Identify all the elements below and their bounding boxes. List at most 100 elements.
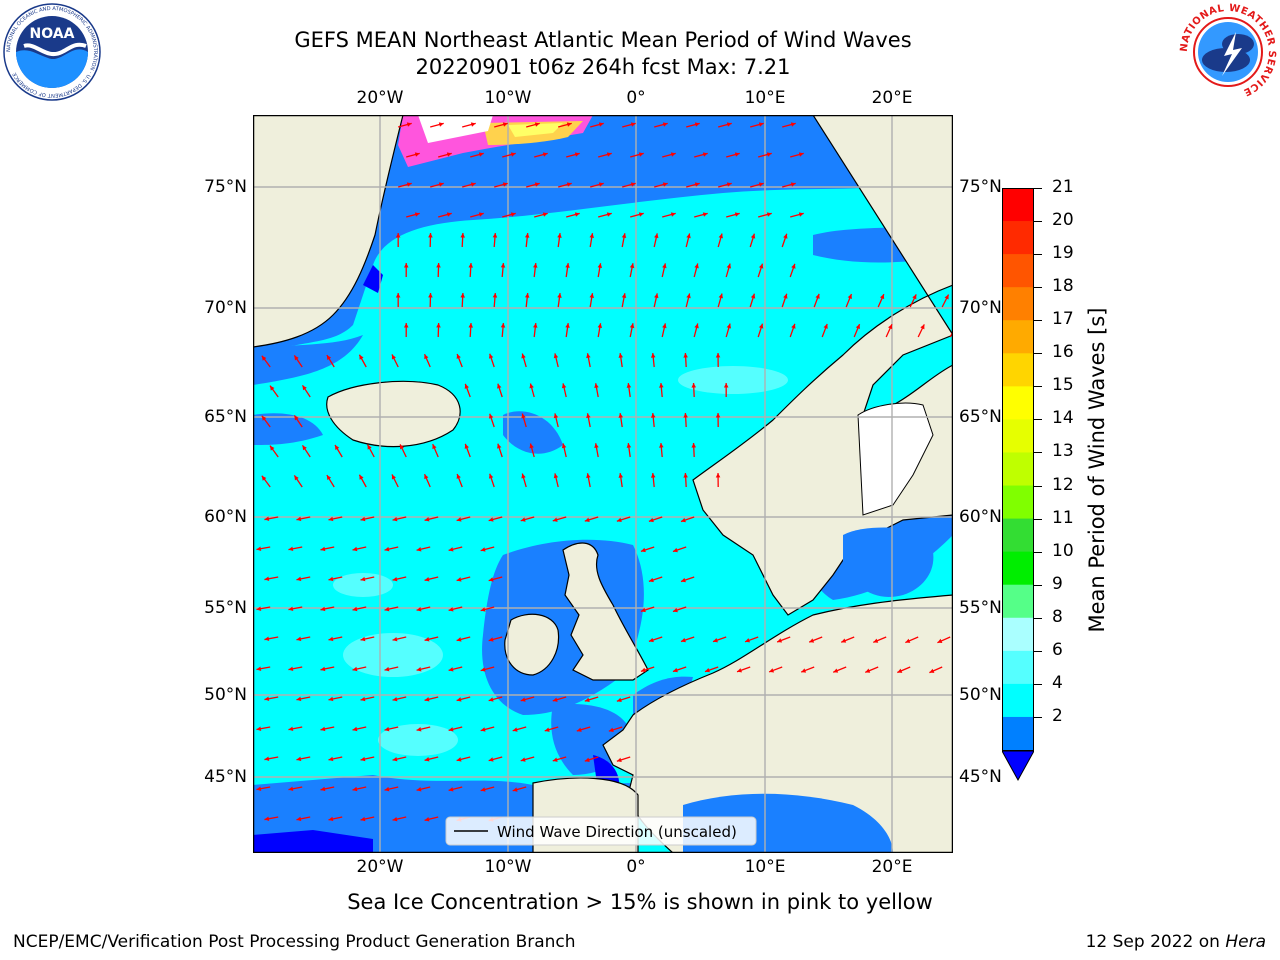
wave-direction-arrowhead [488, 637, 494, 642]
wave-direction-arrowhead [424, 757, 430, 762]
wave-direction-arrowhead [470, 182, 476, 187]
wave-direction-arrowhead [264, 576, 270, 581]
lat-tick-right: 55°N [959, 598, 1002, 618]
wave-direction-arrowhead [406, 182, 412, 187]
colorbar-tick-mark [1034, 386, 1042, 388]
wave-direction-arrowhead [680, 517, 686, 523]
wave-direction-arrowhead [521, 413, 526, 419]
baltic-sea [843, 527, 934, 597]
wave-direction-arrowhead [691, 443, 697, 448]
wave-direction-arrowhead [662, 182, 668, 187]
wave-direction-arrowhead [584, 757, 590, 762]
wave-direction-arrowhead [446, 212, 452, 217]
wave-direction-arrowhead [533, 323, 538, 328]
wave-direction-arrowhead [552, 697, 558, 702]
wave-direction-arrowhead [865, 668, 871, 673]
wave-direction-arrowhead [809, 638, 815, 643]
wave-direction-arrowhead [392, 696, 398, 702]
wave-direction-arrowhead [269, 385, 275, 391]
wave-direction-arrowhead [640, 607, 646, 613]
wave-direction-arrowhead [520, 517, 526, 522]
wave-direction-arrowhead [328, 756, 334, 762]
wave-direction-arrowhead [436, 263, 441, 268]
wave-direction-arrowhead [905, 638, 911, 643]
colorbar-cell [1002, 683, 1034, 718]
wave-direction-arrowhead [416, 667, 422, 672]
wave-direction-arrowhead [734, 212, 740, 217]
colorbar-cell [1002, 617, 1034, 652]
medium-period-zones [333, 366, 788, 756]
wave-direction-arrowhead [264, 756, 270, 761]
wave-direction-arrowhead [326, 355, 332, 361]
wave-direction-arrowhead [512, 727, 518, 732]
wave-direction-arrowhead [718, 293, 723, 299]
colorbar-tick-mark [1034, 287, 1042, 289]
colorbar-tick-mark [1034, 551, 1042, 553]
wave-direction-arrowhead [783, 293, 788, 299]
wave-direction-arrowhead [630, 182, 636, 187]
wave-direction-arrowhead [480, 667, 486, 672]
wave-direction-arrowhead [715, 473, 721, 478]
wave-direction-arrowhead [557, 233, 562, 238]
wave-direction-arrowhead [734, 152, 740, 157]
chart-title-line1: GEFS MEAN Northeast Atlantic Mean Period… [294, 28, 912, 52]
wave-direction-arrowhead [492, 293, 498, 298]
wave-direction-arrowhead [650, 353, 656, 358]
wave-direction-arrowhead [395, 293, 401, 298]
wave-direction-arrowhead [758, 182, 764, 187]
wind-wave-direction-arrows [256, 122, 953, 822]
colorbar-tick-label: 20 [1052, 210, 1074, 231]
wave-direction-arrowhead [392, 576, 398, 582]
wave-direction-arrowhead [261, 415, 267, 421]
lon-tick-bottom: 10°E [744, 857, 786, 877]
lon-tick-top: 0° [626, 88, 646, 108]
lon-tick-bottom: 20°E [871, 857, 913, 877]
wave-direction-arrowhead [659, 383, 664, 388]
wave-direction-arrowhead [758, 263, 764, 269]
wave-direction-arrowhead [726, 263, 732, 269]
lat-tick-right: 50°N [959, 685, 1002, 705]
colorbar-tick-mark [1034, 584, 1042, 586]
wave-direction-arrowhead [428, 293, 433, 298]
wave-direction-arrowhead [584, 697, 590, 702]
wave-direction-arrowhead [606, 152, 612, 157]
wave-direction-arrowhead [488, 413, 494, 419]
wave-direction-arrowhead [497, 383, 502, 389]
wave-direction-arrowhead [296, 636, 302, 642]
colorbar-cell [1002, 650, 1034, 685]
wave-direction-arrowhead [510, 212, 516, 217]
wave-direction-arrowhead [561, 383, 567, 389]
wave-direction-arrowhead [269, 445, 275, 451]
colorbar-tick-label: 14 [1052, 408, 1074, 429]
wave-direction-arrowhead [750, 293, 756, 299]
wave-direction-arrowhead [598, 122, 604, 127]
wave-direction-arrowhead [456, 473, 461, 479]
colorbar-tick-label: 9 [1052, 573, 1063, 594]
colorbar-cell [1002, 716, 1034, 751]
wave-direction-arrowhead [360, 636, 366, 642]
colorbar-tick-label: 11 [1052, 507, 1074, 528]
colorbar-cell [1002, 584, 1034, 619]
wave-direction-arrowhead [524, 233, 530, 238]
colorbar-tick-label: 19 [1052, 243, 1074, 264]
wave-direction-arrowhead [841, 638, 847, 643]
colorbar-cell [1002, 188, 1034, 222]
colorbar-tick-label: 17 [1052, 309, 1074, 330]
wave-direction-arrowhead [448, 667, 454, 672]
wave-direction-arrowhead [438, 122, 444, 127]
wave-direction-arrowhead [488, 577, 494, 582]
wave-direction-arrowhead [360, 696, 366, 702]
wave-direction-arrowhead [694, 263, 699, 269]
wave-direction-arrowhead [456, 577, 462, 582]
nws-logo: NATIONAL WEATHER SERVICE [1179, 3, 1277, 100]
wave-direction-arrowhead [672, 667, 678, 673]
wave-direction-arrowhead [460, 233, 465, 238]
wave-direction-arrowhead [288, 726, 294, 732]
wave-direction-arrowhead [718, 233, 723, 239]
wave-direction-arrowhead [566, 122, 572, 127]
colorbar-tick-mark [1034, 683, 1042, 685]
lat-tick-left: 75°N [204, 177, 247, 197]
footer-host: Hera [1225, 932, 1266, 952]
wave-direction-arrowhead [648, 637, 654, 643]
wave-direction-arrowhead [470, 122, 476, 127]
